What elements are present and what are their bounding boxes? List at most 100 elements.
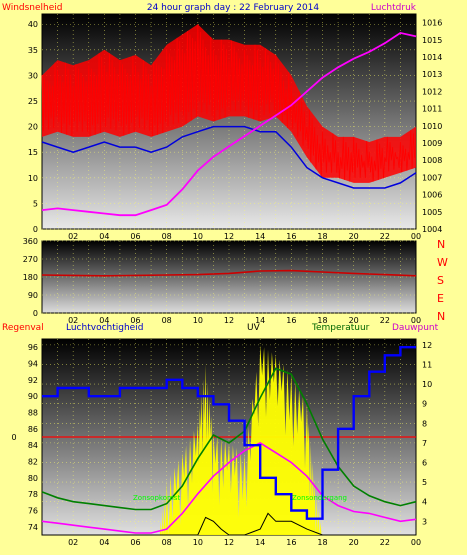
humidity-tick-label: 76 [28, 507, 38, 516]
direction-tick-label: 270 [23, 255, 38, 264]
humidity-tick-label: 84 [28, 441, 38, 450]
x-tick-label: 22 [380, 538, 390, 547]
x-tick-label: 14 [255, 538, 265, 547]
x-tick-label: 02 [68, 538, 78, 547]
direction-tick-label: 180 [23, 273, 38, 282]
y-left-tick-label: 30 [28, 71, 38, 80]
humidity-tick-label: 90 [28, 392, 38, 401]
temperature-tick-label: 6 [422, 458, 427, 467]
temperature-tick-label: 12 [422, 341, 432, 350]
y-left-tick-label: 20 [28, 123, 38, 132]
direction-tick-label: 90 [28, 291, 38, 300]
y-left-tick-label: 15 [28, 148, 38, 157]
temperature-tick-label: 9 [422, 400, 427, 409]
x-tick-label: 16 [286, 316, 296, 325]
temperature-tick-label: 7 [422, 439, 427, 448]
wind-gust-trace [41, 24, 416, 182]
x-tick-label: 00 [411, 316, 421, 325]
humidity-line [42, 346, 416, 520]
x-tick-label: 02 [68, 316, 78, 325]
y-left-tick-label: 0 [33, 225, 38, 234]
y-right-tick-label: 1013 [422, 70, 442, 79]
humidity-tick-label: 74 [28, 523, 38, 532]
humidity-tick-label: 80 [28, 474, 38, 483]
direction-tick-label: 0 [33, 309, 38, 318]
compass-n-bottom: N [437, 310, 445, 323]
humidity-label: Luchtvochtigheid [66, 323, 143, 333]
x-tick-label: 12 [224, 538, 234, 547]
x-tick-label: 20 [349, 538, 359, 547]
y-right-tick-label: 1010 [422, 122, 442, 131]
humidity-tick-label: 88 [28, 409, 38, 418]
x-tick-label: 20 [349, 316, 359, 325]
x-tick-label: 12 [224, 316, 234, 325]
pressure-label: Luchtdruk [371, 3, 417, 13]
y-left-tick-label: 40 [28, 20, 38, 29]
compass-w: W [437, 256, 448, 269]
x-tick-label: 14 [255, 232, 265, 241]
wind-speed-label: Windsnelheid [2, 3, 63, 13]
x-tick-label: 04 [99, 232, 109, 241]
humidity-tick-label: 92 [28, 376, 38, 385]
x-tick-label: 22 [380, 316, 390, 325]
y-left-tick-label: 5 [33, 199, 38, 208]
pressure-line [41, 31, 417, 217]
wind-direction-line [41, 269, 417, 277]
humidity-tick-label: 78 [28, 490, 38, 499]
y-right-tick-label: 1009 [422, 139, 442, 148]
compass-s: S [437, 274, 444, 287]
x-tick-label: 06 [130, 538, 140, 547]
humidity-tick-label: 82 [28, 458, 38, 467]
x-tick-label: 00 [411, 232, 421, 241]
y-left-tick-label: 10 [28, 174, 38, 183]
rain-label: Regenval [2, 323, 44, 333]
compass-e: E [437, 292, 444, 305]
humidity-tick-label: 96 [28, 343, 38, 352]
y-right-tick-label: 1004 [422, 225, 442, 234]
temperature-tick-label: 5 [422, 478, 427, 487]
temperature-line [41, 367, 417, 511]
sunset-annotation: Zonsondergang [292, 494, 347, 502]
x-tick-label: 04 [99, 316, 109, 325]
x-tick-label: 08 [162, 538, 172, 547]
compass-n-top: N [437, 238, 445, 251]
x-tick-label: 12 [224, 232, 234, 241]
y-right-tick-label: 1005 [422, 208, 442, 217]
x-tick-label: 08 [162, 232, 172, 241]
x-tick-label: 22 [380, 232, 390, 241]
x-tick-label: 10 [193, 538, 203, 547]
uv-area [158, 344, 323, 535]
y-left-tick-label: 35 [28, 46, 38, 55]
x-tick-label: 18 [317, 316, 327, 325]
x-tick-label: 20 [349, 232, 359, 241]
x-tick-label: 18 [317, 232, 327, 241]
x-tick-label: 10 [193, 232, 203, 241]
y-right-tick-label: 1016 [422, 19, 442, 28]
y-right-tick-label: 1007 [422, 173, 442, 182]
x-tick-label: 16 [286, 538, 296, 547]
dewpoint-label: Dauwpunt [392, 323, 439, 333]
dewpoint-line [41, 441, 417, 534]
temperature-tick-label: 4 [422, 498, 427, 507]
sunrise-annotation: Zonsopkomst [133, 494, 180, 502]
y-right-tick-label: 1006 [422, 191, 442, 200]
temperature-tick-label: 10 [422, 380, 432, 389]
y-right-tick-label: 1015 [422, 36, 442, 45]
y-right-tick-label: 1011 [422, 105, 442, 114]
rain-axis-label: 0 [11, 433, 16, 442]
x-tick-label: 08 [162, 316, 172, 325]
chart-title: 24 hour graph day : 22 February 2014 [147, 3, 320, 13]
x-tick-label: 16 [286, 232, 296, 241]
temperature-tick-label: 3 [422, 517, 427, 526]
humidity-tick-label: 94 [28, 360, 38, 369]
wind-average-line [41, 125, 417, 189]
temperature-tick-label: 11 [422, 360, 432, 369]
x-tick-label: 06 [130, 232, 140, 241]
uv-label: UV [247, 323, 261, 333]
x-tick-label: 06 [130, 316, 140, 325]
humidity-tick-label: 86 [28, 425, 38, 434]
x-tick-label: 18 [317, 538, 327, 547]
temperature-tick-label: 8 [422, 419, 427, 428]
